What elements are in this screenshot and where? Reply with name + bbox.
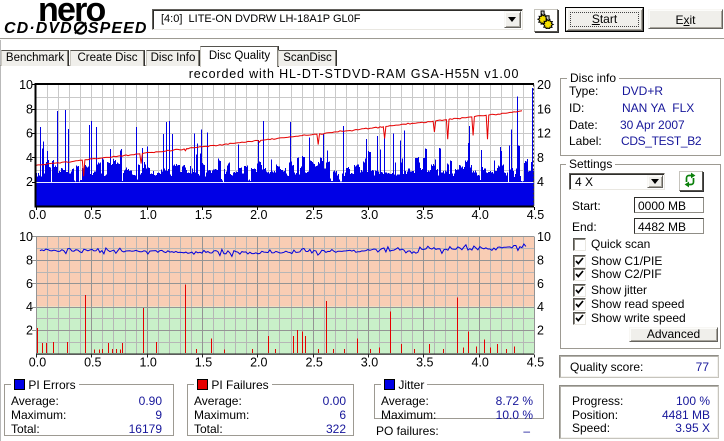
svg-text:10: 10 <box>19 78 33 92</box>
svg-text:4.5: 4.5 <box>527 356 544 370</box>
svg-text:3.0: 3.0 <box>361 208 378 222</box>
svg-text:8: 8 <box>26 102 33 116</box>
svg-text:2: 2 <box>537 324 544 338</box>
svg-text:10: 10 <box>19 230 33 244</box>
svg-text:16: 16 <box>537 102 551 116</box>
svg-text:10: 10 <box>537 230 551 244</box>
svg-text:2.0: 2.0 <box>250 208 267 222</box>
svg-text:2: 2 <box>26 324 33 338</box>
svg-text:recorded with HL-DT-STDVD-RAM: recorded with HL-DT-STDVD-RAM GSA-H55N v… <box>189 67 520 81</box>
svg-text:2.5: 2.5 <box>306 356 323 370</box>
svg-text:6: 6 <box>537 277 544 291</box>
svg-text:4.0: 4.0 <box>472 208 489 222</box>
svg-text:0.5: 0.5 <box>84 356 101 370</box>
svg-text:3.5: 3.5 <box>416 356 433 370</box>
svg-text:2.5: 2.5 <box>306 208 323 222</box>
svg-text:8: 8 <box>537 253 544 267</box>
svg-text:1.5: 1.5 <box>195 356 212 370</box>
svg-text:4: 4 <box>537 175 544 189</box>
svg-text:4: 4 <box>26 300 33 314</box>
svg-text:1.0: 1.0 <box>140 208 157 222</box>
svg-text:6: 6 <box>26 127 33 141</box>
svg-text:1.5: 1.5 <box>195 208 212 222</box>
svg-text:4: 4 <box>26 151 33 165</box>
svg-text:1.0: 1.0 <box>140 356 157 370</box>
svg-text:8: 8 <box>26 253 33 267</box>
svg-text:20: 20 <box>537 78 551 92</box>
svg-text:8: 8 <box>537 151 544 165</box>
svg-text:4: 4 <box>537 300 544 314</box>
svg-text:2: 2 <box>26 175 33 189</box>
svg-text:4.5: 4.5 <box>527 208 544 222</box>
svg-text:0.0: 0.0 <box>29 356 46 370</box>
svg-text:6: 6 <box>26 277 33 291</box>
svg-text:4.0: 4.0 <box>472 356 489 370</box>
svg-text:2.0: 2.0 <box>250 356 267 370</box>
svg-text:0.5: 0.5 <box>84 208 101 222</box>
svg-text:0.0: 0.0 <box>29 208 46 222</box>
svg-text:3.5: 3.5 <box>416 208 433 222</box>
svg-text:12: 12 <box>537 127 551 141</box>
svg-text:3.0: 3.0 <box>361 356 378 370</box>
